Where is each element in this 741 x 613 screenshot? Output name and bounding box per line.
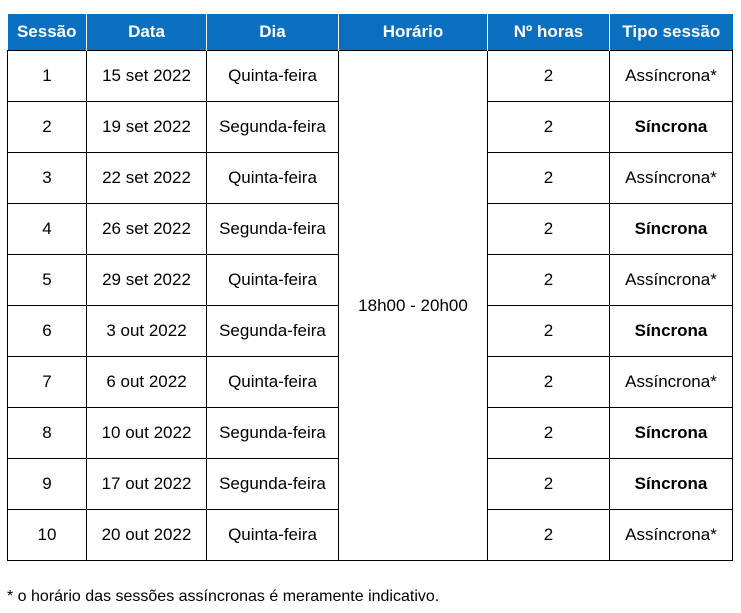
cell-dia: Segunda-feira [206,458,339,510]
cell-sessao: 5 [7,254,87,306]
cell-dia: Segunda-feira [206,305,339,357]
cell-horas: 2 [487,101,610,153]
header-tipo: Tipo sessão [609,14,733,51]
table-row: 8 10 out 2022 Segunda-feira 2 Síncrona [7,407,733,459]
cell-horas: 2 [487,509,610,561]
cell-horario: 18h00 - 20h00 [338,50,488,561]
cell-horas: 2 [487,152,610,204]
cell-horas: 2 [487,356,610,408]
table-row: 10 20 out 2022 Quinta-feira 2 Assíncrona* [7,509,733,561]
cell-horas: 2 [487,458,610,510]
table-row: 1 15 set 2022 Quinta-feira 18h00 - 20h00 2 As… [7,50,733,561]
cell-dia: Segunda-feira [206,407,339,459]
cell-tipo: Síncrona [609,305,733,357]
cell-tipo: Assíncrona* [609,50,733,102]
header-horas: Nº horas [487,14,610,51]
cell-sessao: 9 [7,458,87,510]
cell-data: 3 out 2022 [86,305,207,357]
cell-sessao: 3 [7,152,87,204]
table-row: 5 29 set 2022 Quinta-feira 2 Assíncrona* [7,254,733,306]
cell-sessao: 8 [7,407,87,459]
header-row: Sessão Data Dia Horário Nº horas Tipo se… [7,14,733,51]
header-data: Data [86,14,207,51]
cell-data: 26 set 2022 [86,203,207,255]
cell-dia: Quinta-feira [206,509,339,561]
cell-tipo: Síncrona [609,101,733,153]
cell-dia: Quinta-feira [206,50,339,102]
header-dia: Dia [206,14,339,51]
cell-data: 6 out 2022 [86,356,207,408]
cell-data: 29 set 2022 [86,254,207,306]
cell-dia: Segunda-feira [206,203,339,255]
cell-tipo: Síncrona [609,407,733,459]
cell-tipo: Síncrona [609,203,733,255]
cell-tipo: Assíncrona* [609,356,733,408]
cell-data: 20 out 2022 [86,509,207,561]
cell-data: 10 out 2022 [86,407,207,459]
cell-sessao: 10 [7,509,87,561]
cell-sessao: 4 [7,203,87,255]
cell-dia: Segunda-feira [206,101,339,153]
cell-sessao: 2 [7,101,87,153]
cell-sessao: 6 [7,305,87,357]
cell-sessao: 1 [7,50,87,102]
sessions-table: Sessão Data Dia Horário Nº horas Tipo se… [7,14,733,561]
table-row: 2 19 set 2022 Segunda-feira 2 Síncrona [7,101,733,153]
cell-dia: Quinta-feira [206,152,339,204]
header-horario: Horário [338,14,488,51]
cell-tipo: Assíncrona* [609,509,733,561]
cell-horas: 2 [487,254,610,306]
cell-tipo: Assíncrona* [609,254,733,306]
cell-data: 17 out 2022 [86,458,207,510]
cell-dia: Quinta-feira [206,254,339,306]
cell-horas: 2 [487,50,610,102]
cell-horas: 2 [487,305,610,357]
cell-tipo: Síncrona [609,458,733,510]
cell-horas: 2 [487,203,610,255]
cell-data: 19 set 2022 [86,101,207,153]
cell-horas: 2 [487,407,610,459]
footnote: * o horário das sessões assíncronas é me… [7,588,440,605]
cell-sessao: 7 [7,356,87,408]
cell-data: 22 set 2022 [86,152,207,204]
cell-dia: Quinta-feira [206,356,339,408]
cell-tipo: Assíncrona* [609,152,733,204]
header-sessao: Sessão [7,14,87,51]
cell-data: 15 set 2022 [86,50,207,102]
